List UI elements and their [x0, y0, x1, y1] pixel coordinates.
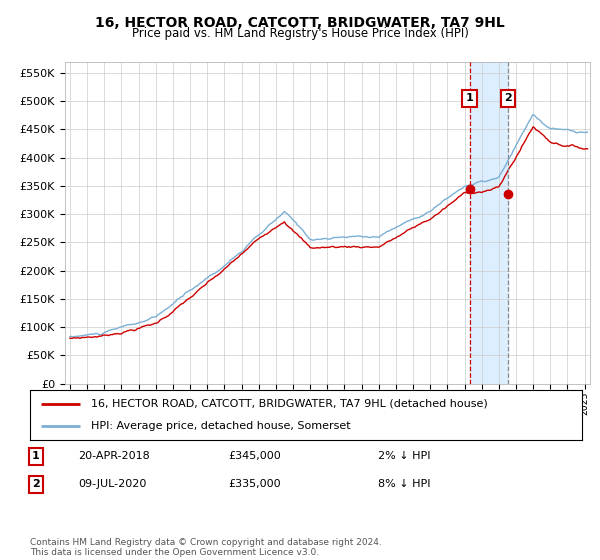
- Text: 16, HECTOR ROAD, CATCOTT, BRIDGWATER, TA7 9HL: 16, HECTOR ROAD, CATCOTT, BRIDGWATER, TA…: [95, 16, 505, 30]
- Text: 2% ↓ HPI: 2% ↓ HPI: [378, 451, 431, 461]
- Text: 2: 2: [32, 479, 40, 489]
- Text: HPI: Average price, detached house, Somerset: HPI: Average price, detached house, Some…: [91, 421, 350, 431]
- Text: 8% ↓ HPI: 8% ↓ HPI: [378, 479, 431, 489]
- Text: 09-JUL-2020: 09-JUL-2020: [78, 479, 146, 489]
- Text: Price paid vs. HM Land Registry's House Price Index (HPI): Price paid vs. HM Land Registry's House …: [131, 27, 469, 40]
- Text: £335,000: £335,000: [228, 479, 281, 489]
- Text: Contains HM Land Registry data © Crown copyright and database right 2024.
This d: Contains HM Land Registry data © Crown c…: [30, 538, 382, 557]
- Text: 1: 1: [32, 451, 40, 461]
- Text: 20-APR-2018: 20-APR-2018: [78, 451, 150, 461]
- Bar: [470, 62, 508, 384]
- Text: 2: 2: [504, 94, 512, 103]
- Text: 1: 1: [466, 94, 473, 103]
- Text: £345,000: £345,000: [228, 451, 281, 461]
- Text: 16, HECTOR ROAD, CATCOTT, BRIDGWATER, TA7 9HL (detached house): 16, HECTOR ROAD, CATCOTT, BRIDGWATER, TA…: [91, 399, 487, 409]
